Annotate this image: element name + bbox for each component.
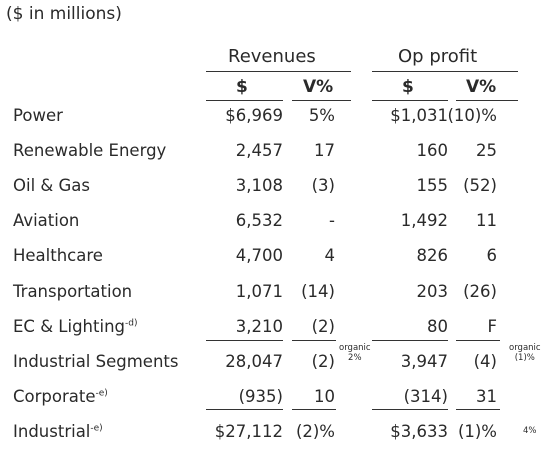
organic-note-revenue: organic 2%	[339, 343, 371, 363]
op-profit-value: 155	[416, 176, 449, 195]
footnote-marker: -e)	[95, 388, 108, 399]
op-profit-value: $3,633	[390, 422, 448, 441]
op-profit-value: 160	[416, 141, 449, 160]
organic-value-revenue: 2%	[348, 353, 362, 363]
organic-note-op-profit: organic (1)%	[509, 343, 541, 363]
organic-word-op-profit: organic	[509, 343, 541, 353]
row-label: Industrial-e)	[13, 422, 103, 441]
revenue-value: 1,071	[235, 282, 283, 301]
revenue-variance: (2)	[311, 317, 335, 336]
rev-dollar-rule	[206, 100, 283, 101]
revenue-value: $6,969	[225, 106, 283, 125]
revenue-variance: (14)	[301, 282, 335, 301]
op-profit-variance: 11	[476, 211, 497, 230]
row-label: Renewable Energy	[13, 141, 166, 160]
revenue-variance: 10	[314, 387, 335, 406]
op-profit-header-rule	[372, 71, 518, 72]
rev-dollar-header: $	[236, 77, 248, 97]
op-vpct-header: V%	[466, 77, 497, 97]
row-label: Power	[13, 106, 63, 125]
industrial-rule-rev-v	[292, 409, 336, 410]
organic-word-revenue: organic	[339, 343, 371, 353]
op-dollar-header: $	[402, 77, 414, 97]
revenues-header-rule	[206, 71, 351, 72]
revenue-value: 4,700	[235, 246, 283, 265]
table-title: ($ in millions)	[6, 4, 122, 24]
op-profit-value: $1,031	[390, 106, 448, 125]
op-profit-variance: (52)	[463, 176, 497, 195]
revenue-variance: 17	[314, 141, 335, 160]
op-dollar-rule	[372, 100, 448, 101]
row-label: Healthcare	[13, 246, 103, 265]
row-label-text: Industrial Segments	[13, 352, 179, 371]
op-profit-variance: 25	[476, 141, 497, 160]
op-profit-variance: 6	[486, 246, 498, 265]
op-profit-value: 3,947	[400, 352, 448, 371]
row-label: Transportation	[13, 282, 132, 301]
row-label: Aviation	[13, 211, 79, 230]
segments-rule-op	[372, 340, 448, 341]
rev-vpct-rule	[292, 100, 351, 101]
row-label-text: Industrial	[13, 422, 91, 441]
op-profit-value: (314)	[403, 387, 448, 406]
op-profit-variance: (10)%	[447, 106, 497, 125]
op-profit-variance: (1)%	[457, 422, 497, 441]
row-label-text: Transportation	[13, 282, 133, 301]
industrial-rule-op	[372, 409, 448, 410]
row-label: Corporate-e)	[13, 387, 108, 406]
row-label-text: Aviation	[13, 211, 80, 230]
revenue-value: 3,108	[235, 176, 283, 195]
industrial-extra-note: 4%	[523, 426, 537, 436]
organic-value-op-profit: (1)%	[514, 353, 535, 363]
op-profit-value: 80	[427, 317, 448, 336]
revenue-value: $27,112	[214, 422, 283, 441]
op-profit-value: 203	[416, 282, 449, 301]
segments-rule-rev-v	[292, 340, 336, 341]
revenue-value: 3,210	[235, 317, 283, 336]
row-label-text: Oil & Gas	[13, 176, 91, 195]
op-profit-value: 826	[416, 246, 449, 265]
row-label-text: Power	[13, 106, 63, 125]
op-profit-variance: (26)	[463, 282, 497, 301]
revenue-variance: -	[329, 211, 335, 230]
segments-rule-op-v	[456, 340, 500, 341]
rev-vpct-header: V%	[303, 77, 334, 97]
revenue-value: 6,532	[235, 211, 283, 230]
footnote-marker: -e)	[90, 423, 103, 434]
row-label: EC & Lighting-d)	[13, 317, 137, 336]
revenue-value: 2,457	[235, 141, 283, 160]
op-vpct-rule	[456, 100, 518, 101]
row-label-text: Healthcare	[13, 246, 103, 265]
revenue-variance: 4	[324, 246, 336, 265]
row-label-text: Corporate	[13, 387, 96, 406]
industrial-rule-op-v	[456, 409, 500, 410]
revenue-value: 28,047	[225, 352, 283, 371]
row-label: Oil & Gas	[13, 176, 90, 195]
row-label: Industrial Segments	[13, 352, 178, 371]
revenues-header: Revenues	[228, 46, 316, 67]
op-profit-variance: (4)	[473, 352, 497, 371]
op-profit-value: 1,492	[400, 211, 448, 230]
row-label-text: Renewable Energy	[13, 141, 167, 160]
op-profit-header: Op profit	[398, 46, 478, 67]
revenue-variance: (2)	[311, 352, 335, 371]
segments-rule-rev	[206, 340, 283, 341]
revenue-variance: 5%	[308, 106, 335, 125]
revenue-value: (935)	[238, 387, 283, 406]
row-label-text: EC & Lighting	[13, 317, 125, 336]
industrial-rule-rev	[206, 409, 283, 410]
footnote-marker: -d)	[125, 318, 138, 329]
op-profit-variance: 31	[476, 387, 497, 406]
revenue-variance: (3)	[311, 176, 335, 195]
op-profit-variance: F	[487, 317, 498, 336]
revenue-variance: (2)%	[295, 422, 335, 441]
